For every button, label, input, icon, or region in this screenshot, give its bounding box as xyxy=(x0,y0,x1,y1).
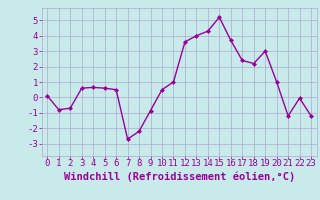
X-axis label: Windchill (Refroidissement éolien,°C): Windchill (Refroidissement éolien,°C) xyxy=(64,171,295,182)
